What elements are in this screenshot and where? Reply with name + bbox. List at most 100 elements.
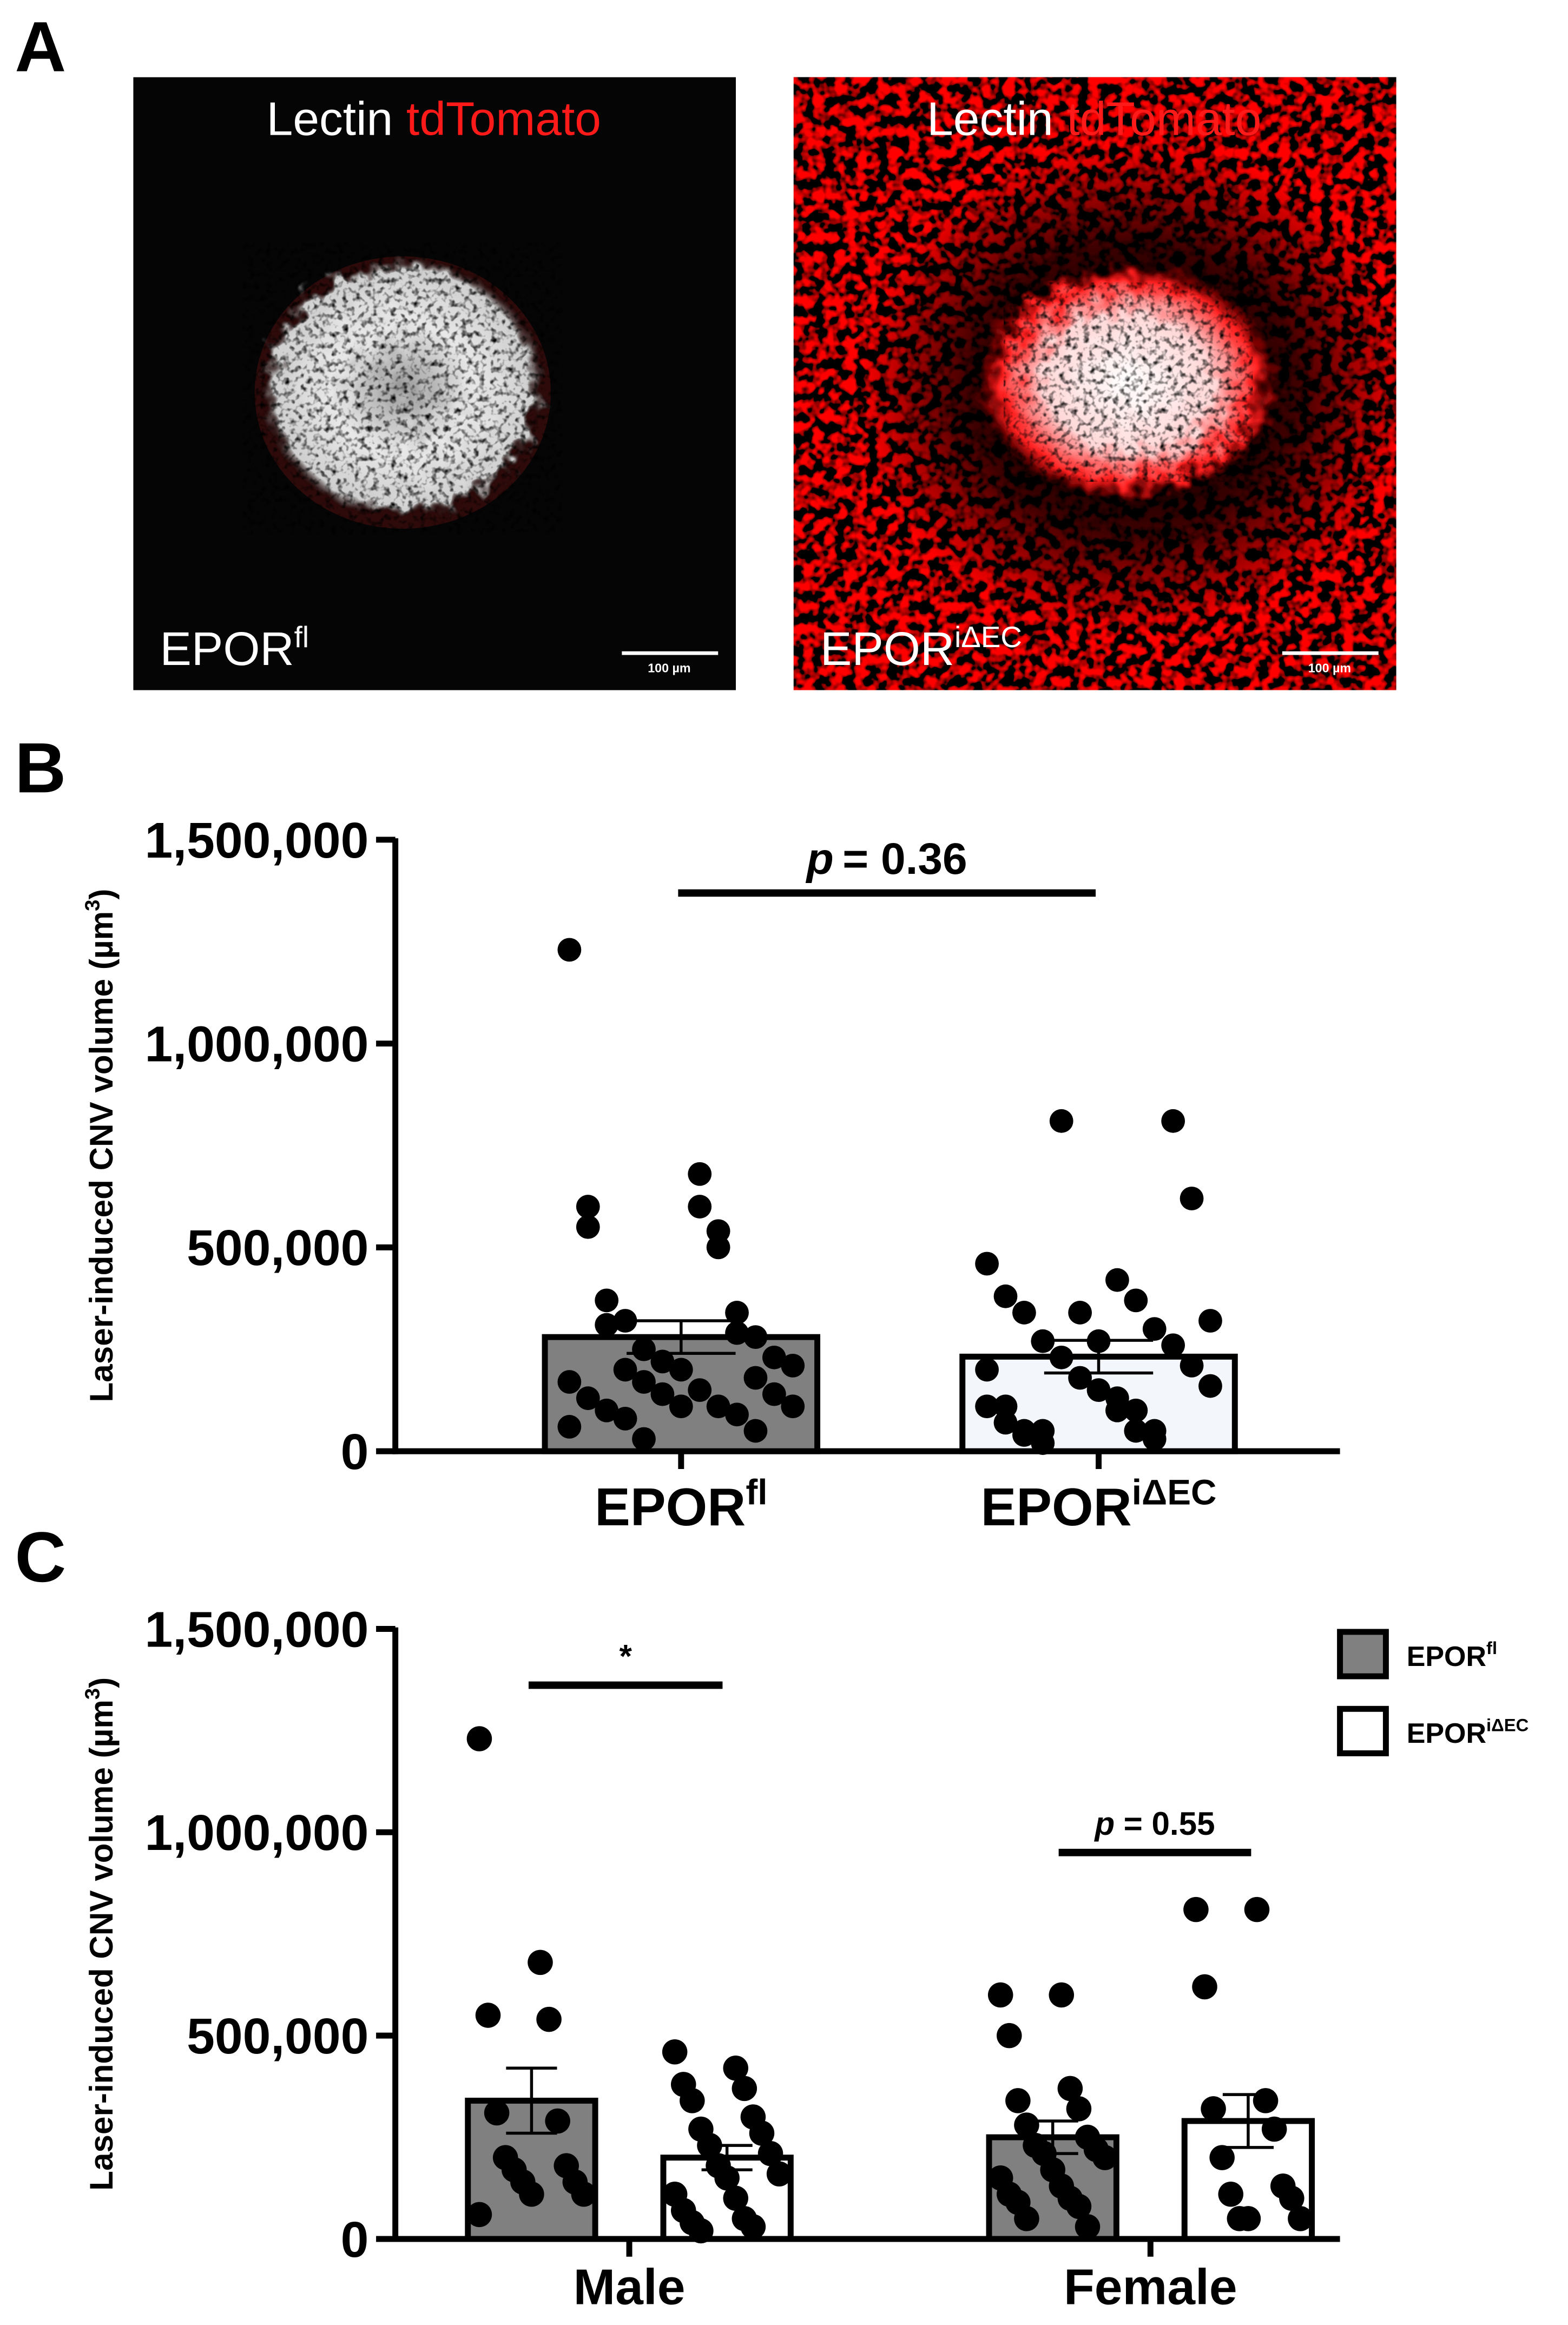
data-point bbox=[576, 1195, 600, 1219]
significance-text: = 0.55 bbox=[1124, 1806, 1215, 1842]
data-point bbox=[993, 1411, 1018, 1435]
data-point bbox=[725, 1301, 749, 1325]
chart: C Laser-induced CNV volume (µm3) 0 500,000 1… bbox=[15, 1517, 1529, 2315]
data-point bbox=[743, 1325, 768, 1349]
data-point bbox=[1049, 1982, 1075, 2008]
data-point bbox=[1105, 1268, 1129, 1292]
legend-label: EPORfl bbox=[1407, 1638, 1497, 1672]
data-point bbox=[1012, 1301, 1036, 1325]
significance-label: p = 0.36 bbox=[806, 834, 967, 884]
data-point bbox=[1161, 1109, 1185, 1133]
data-point bbox=[571, 2182, 597, 2207]
y-axis-label: Laser-induced CNV volume (µm3) bbox=[81, 889, 120, 1402]
lesion-texture bbox=[1024, 299, 1232, 465]
data-point bbox=[1183, 1896, 1209, 1922]
data-point bbox=[781, 1394, 805, 1419]
data-point bbox=[749, 2120, 775, 2146]
stain: Lectin bbox=[267, 92, 393, 145]
data-point bbox=[732, 2076, 757, 2102]
stain-label: Lectin tdTomato bbox=[927, 92, 1261, 145]
scale-bar-label: 100 µm bbox=[1308, 661, 1351, 675]
scale-bar-label: 100 µm bbox=[648, 661, 690, 675]
data-point bbox=[725, 1402, 749, 1427]
data-point bbox=[1075, 2214, 1101, 2240]
data-point bbox=[1012, 1419, 1036, 1443]
data-point bbox=[1049, 1345, 1073, 1369]
genotype: EPOR bbox=[820, 622, 954, 675]
legend-label: EPORiΔEC bbox=[1407, 1715, 1529, 1749]
category-sup: iΔEC bbox=[1132, 1473, 1217, 1512]
data-point bbox=[545, 2108, 570, 2134]
data-point bbox=[762, 1345, 786, 1369]
data-point bbox=[613, 1358, 637, 1382]
legend-swatch bbox=[1337, 1629, 1389, 1679]
data-point bbox=[669, 1358, 693, 1382]
genotype-label: EPORiΔEC bbox=[820, 620, 1022, 675]
data-point bbox=[997, 2023, 1022, 2049]
data-point bbox=[762, 1382, 786, 1406]
y-axis-label-sup: 3 bbox=[81, 1688, 104, 1700]
data-point bbox=[595, 1288, 619, 1313]
micrograph bbox=[133, 77, 736, 690]
y-tick-label: 1,500,000 bbox=[145, 1601, 369, 1657]
data-point bbox=[519, 2182, 544, 2207]
data-point bbox=[1209, 2145, 1235, 2170]
lesion-texture bbox=[269, 266, 536, 510]
data-point bbox=[466, 2202, 492, 2228]
data-point bbox=[1124, 1419, 1148, 1443]
x-tick-label: EPORfl bbox=[595, 1473, 767, 1537]
y-tick-label: 500,000 bbox=[187, 1220, 368, 1276]
data-point bbox=[1031, 1419, 1055, 1443]
data-point bbox=[1198, 1374, 1222, 1398]
y-axis-label-text: Laser-induced CNV volume (µm bbox=[83, 1700, 120, 2191]
data-point bbox=[723, 2185, 748, 2211]
data-point bbox=[688, 1378, 712, 1402]
data-point bbox=[1253, 2088, 1279, 2113]
data-point bbox=[1124, 1398, 1148, 1422]
data-point bbox=[1066, 2096, 1092, 2122]
data-point bbox=[528, 1949, 553, 1975]
y-tick-label: 0 bbox=[341, 2211, 369, 2268]
stain: Lectin bbox=[927, 92, 1053, 145]
data-point bbox=[576, 1386, 600, 1411]
data-point bbox=[662, 2039, 688, 2065]
stain-2: tdTomato bbox=[1066, 92, 1261, 145]
panel-label: A bbox=[15, 7, 66, 87]
y-axis-label: Laser-induced CNV volume (µm3) bbox=[81, 1677, 120, 2191]
data-point bbox=[1192, 1974, 1217, 2000]
y-axis-label-text: Laser-induced CNV volume (µm bbox=[83, 911, 120, 1402]
data-point bbox=[475, 2003, 501, 2028]
legend-name: EPOR bbox=[1407, 1641, 1486, 1672]
legend-sup: fl bbox=[1486, 1638, 1497, 1658]
data-point bbox=[632, 1337, 656, 1361]
data-point bbox=[688, 1195, 712, 1219]
data-point bbox=[723, 2056, 748, 2081]
genotype-sup: fl bbox=[294, 620, 309, 654]
micrograph bbox=[793, 77, 1396, 690]
data-point bbox=[714, 2165, 740, 2191]
data-point bbox=[1180, 1354, 1204, 1378]
data-point bbox=[650, 1349, 675, 1374]
panel-label: C bbox=[15, 1517, 66, 1597]
significance-label: p = 0.55 bbox=[1093, 1806, 1215, 1842]
data-point bbox=[1066, 2194, 1092, 2219]
legend-sup: iΔEC bbox=[1486, 1715, 1529, 1735]
category: EPOR bbox=[595, 1477, 746, 1537]
data-point bbox=[650, 1382, 675, 1406]
y-tick-label: 1,000,000 bbox=[145, 1804, 369, 1861]
data-point bbox=[740, 2214, 766, 2240]
data-point bbox=[1057, 2076, 1083, 2102]
data-point bbox=[706, 1235, 730, 1260]
data-point bbox=[466, 1726, 492, 1751]
data-point bbox=[1201, 2096, 1226, 2122]
p-symbol: p bbox=[1093, 1806, 1115, 1842]
y-tick-label: 1,000,000 bbox=[145, 1016, 369, 1072]
y-tick-label: 0 bbox=[341, 1424, 369, 1480]
stain-2: tdTomato bbox=[406, 92, 601, 145]
data-point bbox=[743, 1419, 768, 1443]
data-point bbox=[1031, 1329, 1055, 1353]
significance-text: * bbox=[619, 1638, 632, 1675]
